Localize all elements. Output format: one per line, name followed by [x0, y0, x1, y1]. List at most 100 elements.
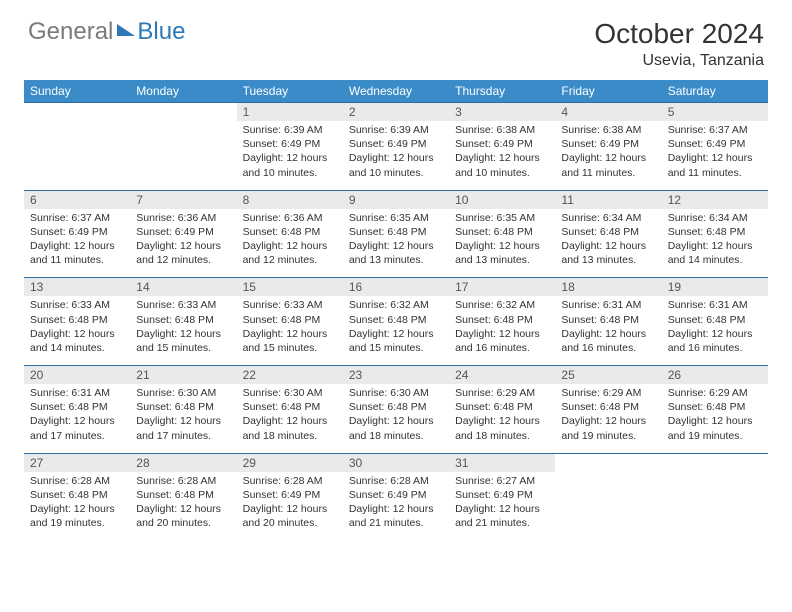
day-number: 29 [237, 453, 343, 472]
day-header: Sunday [24, 80, 130, 103]
sunset-text: Sunset: 6:48 PM [136, 488, 230, 502]
day-header: Thursday [449, 80, 555, 103]
day-number: 31 [449, 453, 555, 472]
sunrise-text: Sunrise: 6:27 AM [455, 474, 549, 488]
sunrise-text: Sunrise: 6:34 AM [668, 211, 762, 225]
sunset-text: Sunset: 6:48 PM [668, 400, 762, 414]
daylight-text: Daylight: 12 hours and 10 minutes. [349, 151, 443, 179]
daylight-text: Daylight: 12 hours and 15 minutes. [243, 327, 337, 355]
day-details: Sunrise: 6:28 AMSunset: 6:48 PMDaylight:… [24, 472, 130, 541]
day-number: 8 [237, 190, 343, 209]
sunrise-text: Sunrise: 6:31 AM [561, 298, 655, 312]
daylight-text: Daylight: 12 hours and 16 minutes. [455, 327, 549, 355]
sunrise-text: Sunrise: 6:31 AM [30, 386, 124, 400]
day-details: Sunrise: 6:39 AMSunset: 6:49 PMDaylight:… [237, 121, 343, 190]
sunrise-text: Sunrise: 6:28 AM [136, 474, 230, 488]
daylight-text: Daylight: 12 hours and 20 minutes. [243, 502, 337, 530]
sunrise-text: Sunrise: 6:39 AM [243, 123, 337, 137]
sunset-text: Sunset: 6:49 PM [668, 137, 762, 151]
sunset-text: Sunset: 6:49 PM [243, 137, 337, 151]
daylight-text: Daylight: 12 hours and 19 minutes. [30, 502, 124, 530]
day-number: 22 [237, 366, 343, 385]
daylight-text: Daylight: 12 hours and 15 minutes. [136, 327, 230, 355]
day-details: Sunrise: 6:37 AMSunset: 6:49 PMDaylight:… [662, 121, 768, 190]
sunset-text: Sunset: 6:48 PM [455, 400, 549, 414]
day-number: 27 [24, 453, 130, 472]
day-details: Sunrise: 6:29 AMSunset: 6:48 PMDaylight:… [555, 384, 661, 453]
sunrise-text: Sunrise: 6:39 AM [349, 123, 443, 137]
day-number: 19 [662, 278, 768, 297]
day-number: 13 [24, 278, 130, 297]
daylight-text: Daylight: 12 hours and 16 minutes. [561, 327, 655, 355]
sunrise-text: Sunrise: 6:30 AM [136, 386, 230, 400]
day-details: Sunrise: 6:31 AMSunset: 6:48 PMDaylight:… [662, 296, 768, 365]
day-header: Friday [555, 80, 661, 103]
day-number: 21 [130, 366, 236, 385]
day-header: Tuesday [237, 80, 343, 103]
empty-cell [24, 103, 130, 122]
daylight-text: Daylight: 12 hours and 10 minutes. [243, 151, 337, 179]
day-number: 7 [130, 190, 236, 209]
sunrise-text: Sunrise: 6:29 AM [561, 386, 655, 400]
day-number: 25 [555, 366, 661, 385]
sunset-text: Sunset: 6:49 PM [30, 225, 124, 239]
daylight-text: Daylight: 12 hours and 18 minutes. [349, 414, 443, 442]
day-number-row: 6789101112 [24, 190, 768, 209]
day-details: Sunrise: 6:33 AMSunset: 6:48 PMDaylight:… [130, 296, 236, 365]
day-details: Sunrise: 6:31 AMSunset: 6:48 PMDaylight:… [24, 384, 130, 453]
sunset-text: Sunset: 6:48 PM [30, 313, 124, 327]
daylight-text: Daylight: 12 hours and 21 minutes. [349, 502, 443, 530]
daylight-text: Daylight: 12 hours and 18 minutes. [243, 414, 337, 442]
daylight-text: Daylight: 12 hours and 17 minutes. [30, 414, 124, 442]
day-details: Sunrise: 6:34 AMSunset: 6:48 PMDaylight:… [662, 209, 768, 278]
day-number: 1 [237, 103, 343, 122]
day-details: Sunrise: 6:28 AMSunset: 6:49 PMDaylight:… [237, 472, 343, 541]
empty-cell [662, 472, 768, 541]
sunrise-text: Sunrise: 6:35 AM [349, 211, 443, 225]
day-details-row: Sunrise: 6:28 AMSunset: 6:48 PMDaylight:… [24, 472, 768, 541]
daylight-text: Daylight: 12 hours and 18 minutes. [455, 414, 549, 442]
sunrise-text: Sunrise: 6:28 AM [349, 474, 443, 488]
day-details: Sunrise: 6:35 AMSunset: 6:48 PMDaylight:… [343, 209, 449, 278]
day-details: Sunrise: 6:36 AMSunset: 6:49 PMDaylight:… [130, 209, 236, 278]
daylight-text: Daylight: 12 hours and 11 minutes. [30, 239, 124, 267]
day-details: Sunrise: 6:34 AMSunset: 6:48 PMDaylight:… [555, 209, 661, 278]
title-block: October 2024 Usevia, Tanzania [594, 18, 764, 70]
day-details: Sunrise: 6:37 AMSunset: 6:49 PMDaylight:… [24, 209, 130, 278]
day-details: Sunrise: 6:38 AMSunset: 6:49 PMDaylight:… [449, 121, 555, 190]
day-number: 12 [662, 190, 768, 209]
sunset-text: Sunset: 6:49 PM [243, 488, 337, 502]
day-number: 3 [449, 103, 555, 122]
day-header: Wednesday [343, 80, 449, 103]
day-details: Sunrise: 6:29 AMSunset: 6:48 PMDaylight:… [449, 384, 555, 453]
sunrise-text: Sunrise: 6:28 AM [30, 474, 124, 488]
sunset-text: Sunset: 6:48 PM [30, 488, 124, 502]
empty-cell [662, 453, 768, 472]
sunrise-text: Sunrise: 6:30 AM [243, 386, 337, 400]
sunrise-text: Sunrise: 6:29 AM [668, 386, 762, 400]
daylight-text: Daylight: 12 hours and 19 minutes. [561, 414, 655, 442]
day-number: 26 [662, 366, 768, 385]
day-number: 10 [449, 190, 555, 209]
day-number: 9 [343, 190, 449, 209]
empty-cell [130, 103, 236, 122]
sunset-text: Sunset: 6:49 PM [349, 488, 443, 502]
daylight-text: Daylight: 12 hours and 11 minutes. [561, 151, 655, 179]
day-details: Sunrise: 6:29 AMSunset: 6:48 PMDaylight:… [662, 384, 768, 453]
day-details: Sunrise: 6:28 AMSunset: 6:48 PMDaylight:… [130, 472, 236, 541]
sunset-text: Sunset: 6:48 PM [136, 313, 230, 327]
logo-text-2: Blue [137, 18, 185, 46]
daylight-text: Daylight: 12 hours and 10 minutes. [455, 151, 549, 179]
daylight-text: Daylight: 12 hours and 15 minutes. [349, 327, 443, 355]
sunset-text: Sunset: 6:48 PM [561, 225, 655, 239]
sunset-text: Sunset: 6:48 PM [243, 225, 337, 239]
day-details-row: Sunrise: 6:39 AMSunset: 6:49 PMDaylight:… [24, 121, 768, 190]
day-details: Sunrise: 6:30 AMSunset: 6:48 PMDaylight:… [237, 384, 343, 453]
day-number: 24 [449, 366, 555, 385]
sunrise-text: Sunrise: 6:33 AM [136, 298, 230, 312]
sunrise-text: Sunrise: 6:32 AM [455, 298, 549, 312]
daylight-text: Daylight: 12 hours and 20 minutes. [136, 502, 230, 530]
sunset-text: Sunset: 6:48 PM [243, 313, 337, 327]
day-number: 15 [237, 278, 343, 297]
calendar-table: SundayMondayTuesdayWednesdayThursdayFrid… [24, 80, 768, 540]
